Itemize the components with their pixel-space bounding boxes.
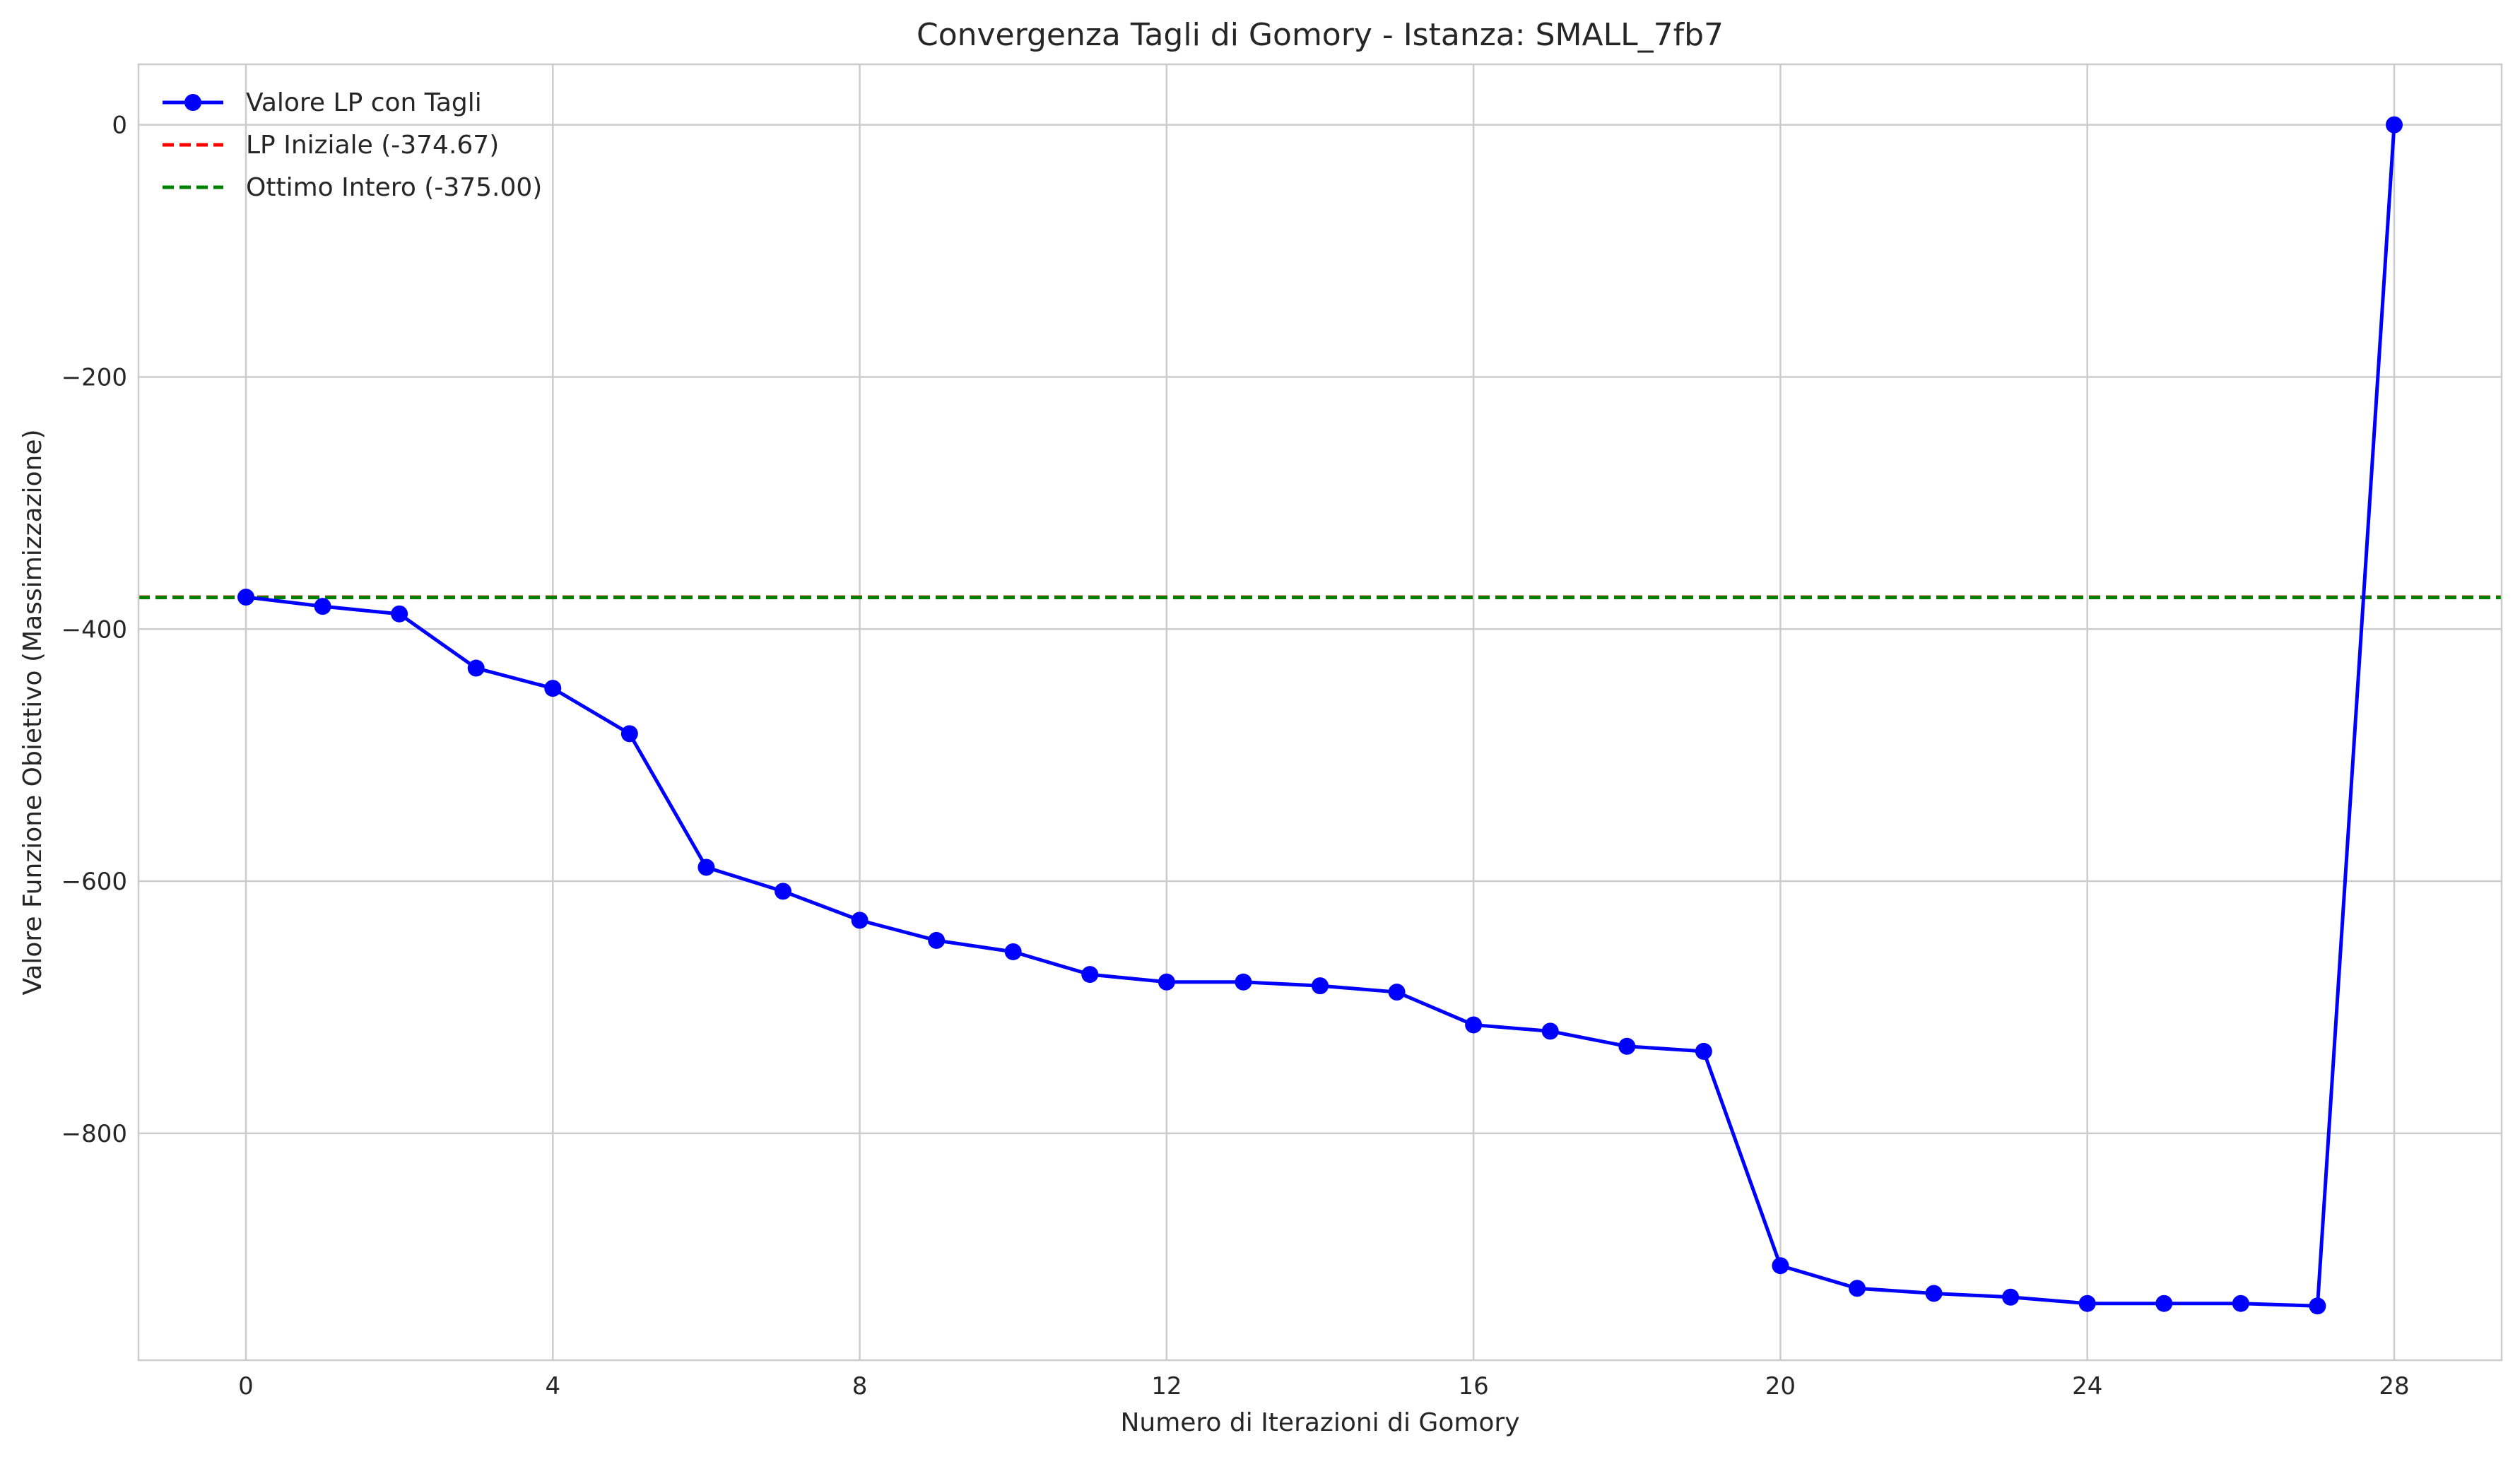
y-axis-label: Valore Funzione Obiettivo (Massimizzazio… — [18, 429, 47, 995]
data-point — [775, 883, 791, 900]
data-point — [851, 912, 869, 929]
legend-label-integer-optimum: Ottimo Intero (-375.00) — [246, 173, 542, 202]
reference-lines — [139, 595, 2502, 600]
data-point — [2078, 1294, 2096, 1312]
x-tick-label: 0 — [238, 1372, 254, 1400]
legend-label-lp-cuts: Valore LP con Tagli — [246, 88, 482, 117]
y-tick-label: 0 — [112, 112, 127, 140]
data-point — [1158, 973, 1175, 991]
y-tick-label: −600 — [61, 868, 127, 896]
data-point — [1695, 1042, 1712, 1060]
data-point — [1541, 1022, 1559, 1040]
data-point — [928, 931, 946, 949]
data-point — [314, 598, 331, 615]
grid — [139, 64, 2502, 1360]
data-point — [391, 605, 408, 623]
series-layer — [237, 116, 2403, 1315]
legend-marker-lp-cuts — [184, 94, 201, 111]
data-point — [2155, 1294, 2173, 1312]
x-tick-label: 20 — [1765, 1372, 1796, 1400]
data-point — [697, 859, 715, 876]
data-point — [620, 725, 638, 743]
data-point — [1925, 1285, 1943, 1302]
data-point — [1235, 973, 1252, 991]
data-point — [467, 659, 485, 677]
data-point — [1081, 966, 1099, 984]
x-tick-label: 28 — [2379, 1372, 2409, 1400]
data-point — [1465, 1016, 1483, 1034]
x-tick-label: 16 — [1459, 1372, 1489, 1400]
plot-frame — [137, 63, 2503, 1362]
legend: Valore LP con Tagli LP Iniziale (-374.67… — [163, 88, 542, 202]
y-axis-ticks: 0 −200 −400 −600 −800 — [61, 112, 127, 1148]
data-point — [2002, 1288, 2020, 1306]
data-point — [1849, 1280, 1866, 1297]
x-tick-label: 12 — [1151, 1372, 1182, 1400]
legend-label-lp-initial: LP Iniziale (-374.67) — [246, 131, 499, 160]
data-point — [1004, 943, 1022, 960]
x-tick-label: 8 — [852, 1372, 868, 1400]
data-point — [237, 589, 254, 606]
y-tick-label: −800 — [61, 1120, 127, 1148]
data-point — [544, 680, 562, 697]
data-point — [1312, 977, 1329, 995]
data-point — [1618, 1037, 1636, 1055]
chart-title: Convergenza Tagli di Gomory - Istanza: S… — [917, 17, 1724, 53]
data-point — [1772, 1257, 1789, 1275]
x-axis-ticks: 0 4 8 12 16 20 24 28 — [238, 1372, 2409, 1400]
data-point — [2232, 1294, 2249, 1312]
data-point — [1388, 984, 1406, 1001]
y-tick-label: −400 — [61, 615, 127, 644]
data-point — [2386, 116, 2403, 134]
x-axis-label: Numero di Iterazioni di Gomory — [1120, 1408, 1519, 1437]
x-tick-label: 24 — [2072, 1372, 2102, 1400]
x-tick-label: 4 — [545, 1372, 560, 1400]
data-point — [2309, 1297, 2326, 1315]
y-tick-label: −200 — [61, 363, 127, 391]
